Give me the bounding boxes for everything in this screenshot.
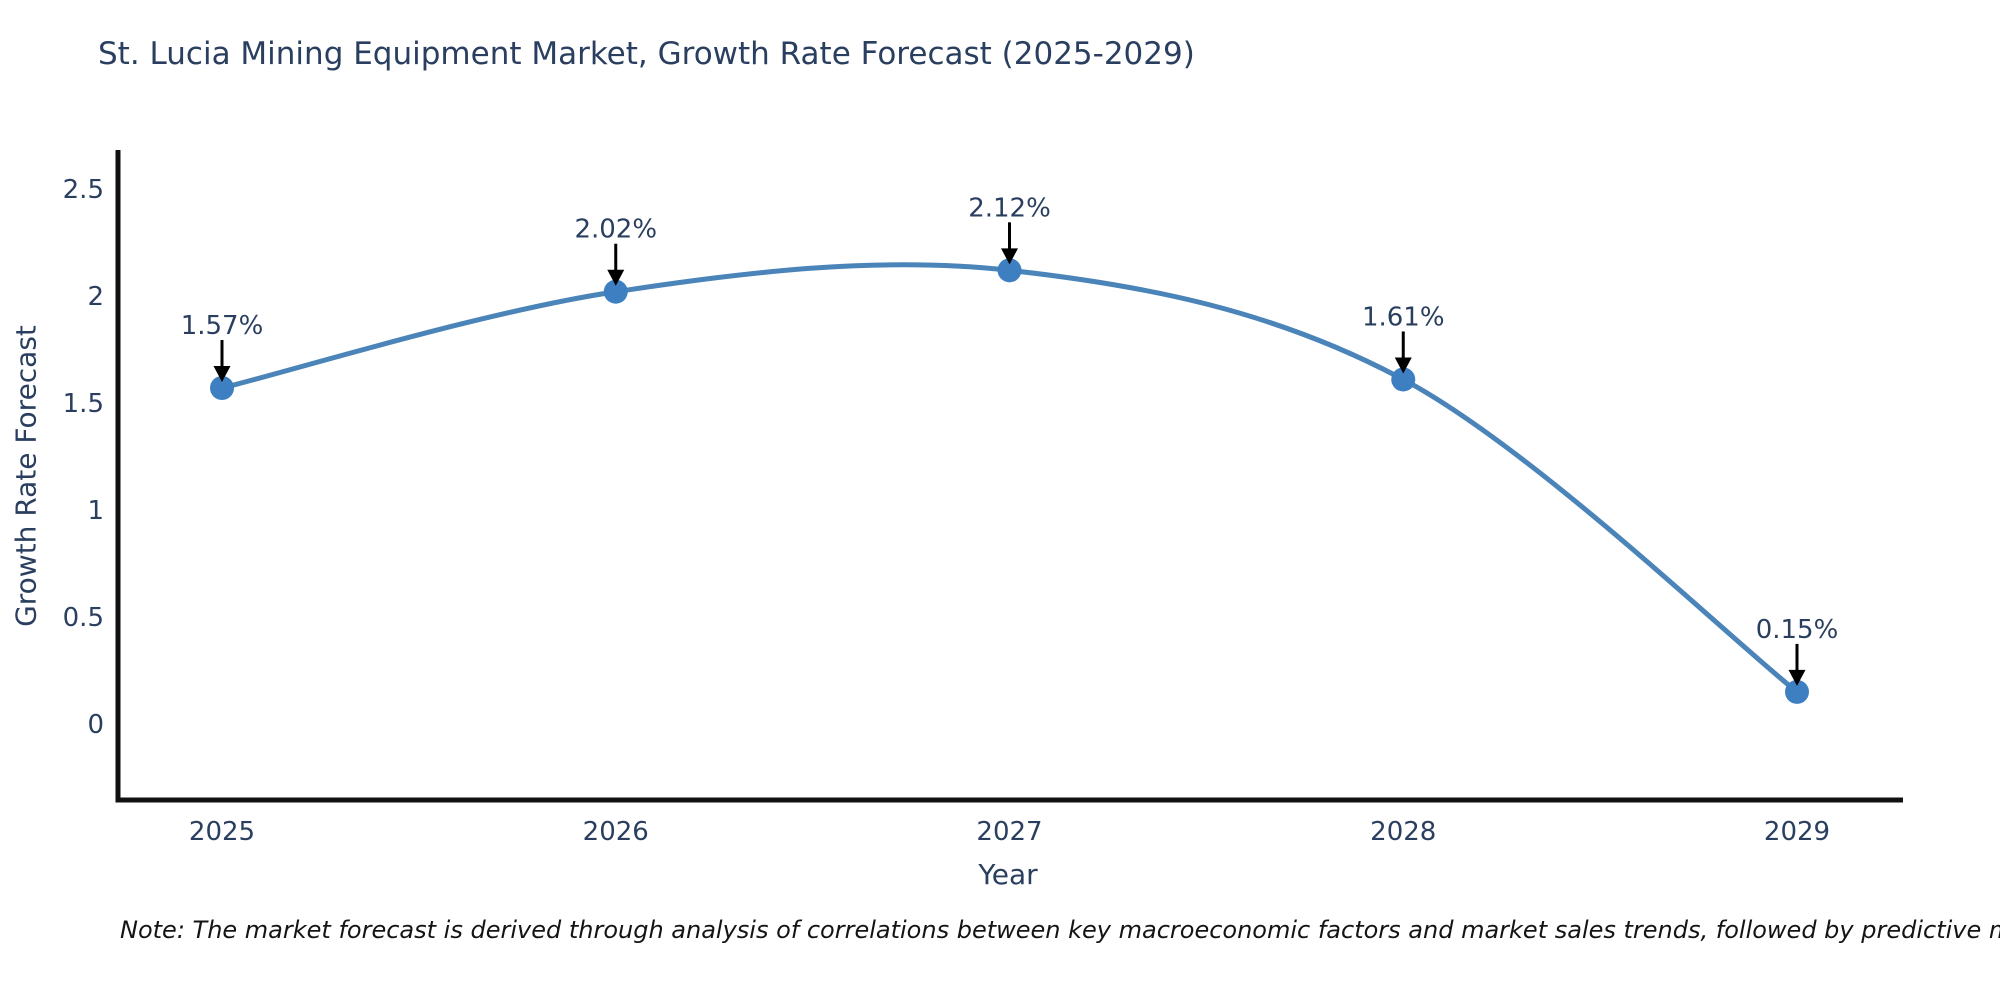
y-axis-title: Growth Rate Forecast [9,325,43,627]
y-tick-label: 1 [87,496,104,526]
data-point-label: 0.15% [1756,615,1839,645]
y-tick-label: 0 [87,710,104,740]
y-tick-label: 2.5 [63,175,104,205]
annotation-arrowhead-icon [607,269,625,286]
data-point-marker[interactable] [997,258,1022,283]
data-point-marker[interactable] [210,376,234,401]
chart-title: St. Lucia Mining Equipment Market, Growt… [98,36,1195,72]
annotation-arrowhead-icon [1001,248,1018,265]
annotation-arrowhead-icon [1788,669,1806,686]
footnote: Note: The market forecast is derived thr… [120,916,2000,944]
y-tick-label: 0.5 [63,603,104,633]
data-point-label: 2.12% [968,193,1051,223]
data-point-label: 1.61% [1362,302,1445,332]
x-tick-label: 2029 [1764,817,1830,847]
x-tick-label: 2027 [976,817,1042,847]
x-tick-label: 2025 [189,817,255,847]
data-point-marker[interactable] [603,279,628,304]
x-tick-label: 2026 [583,817,649,847]
data-point-marker[interactable] [1785,679,1809,704]
x-tick-label: 2028 [1370,817,1436,847]
data-point-label: 2.02% [574,215,657,245]
data-point-marker[interactable] [1391,367,1416,392]
y-tick-label: 2 [87,282,104,312]
x-axis-title: Year [978,858,1038,891]
data-point-label: 1.57% [181,311,264,341]
y-tick-label: 1.5 [63,389,104,419]
forecast-line [219,262,1800,695]
annotation-arrowhead-icon [1394,357,1412,374]
annotation-arrowhead-icon [213,366,231,383]
